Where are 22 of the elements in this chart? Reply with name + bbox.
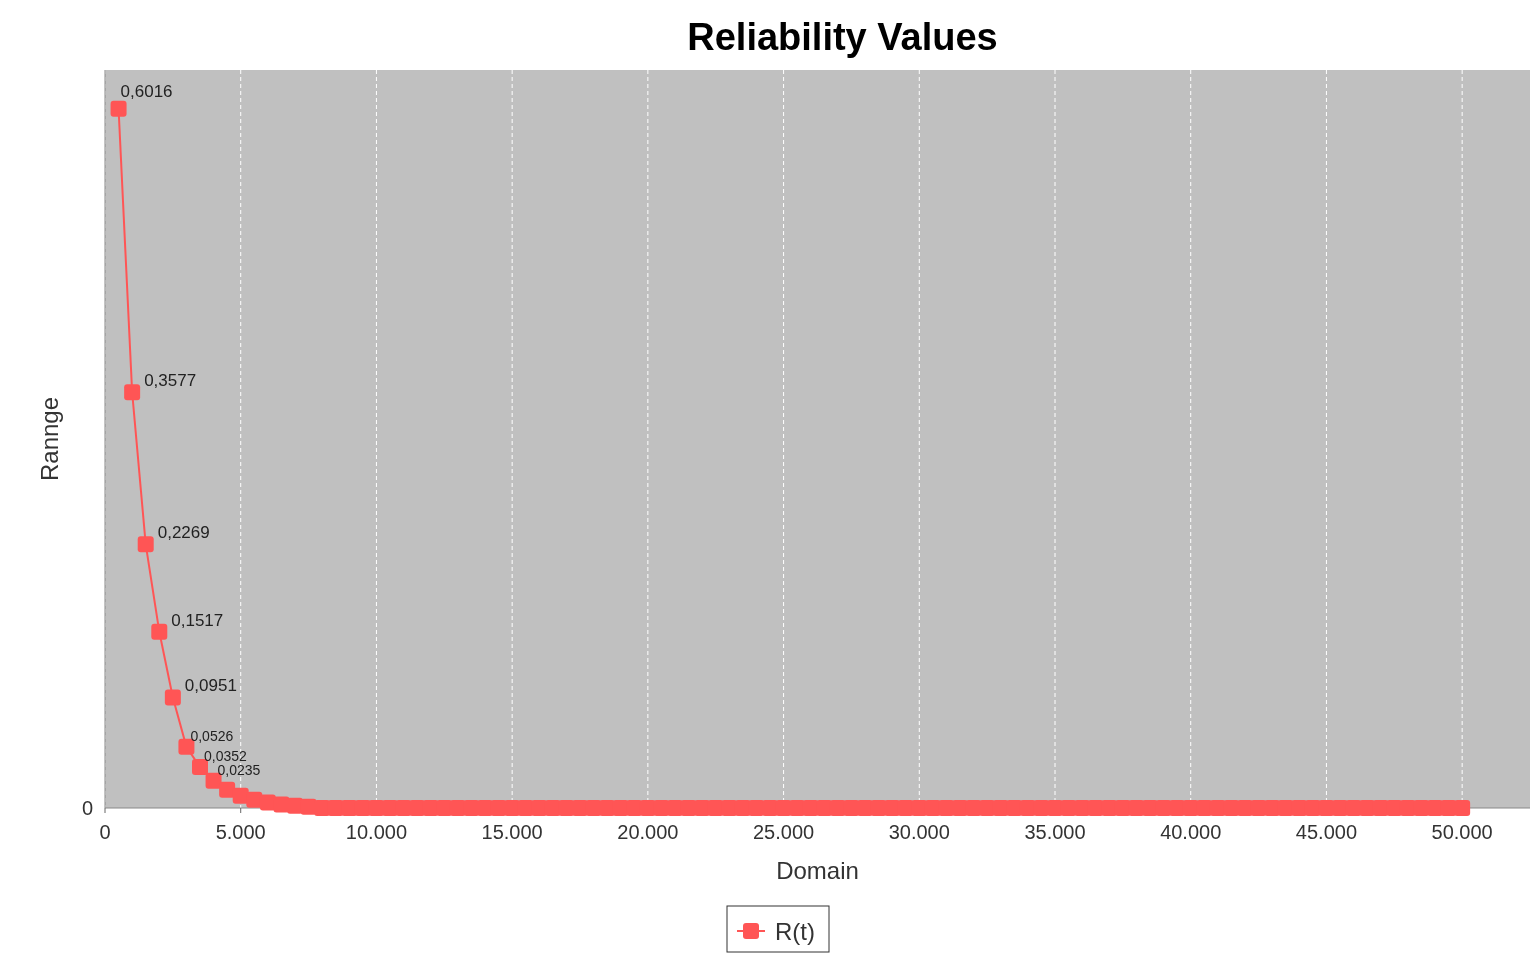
data-label: 0,0526 xyxy=(190,727,234,744)
data-label: 0,6016 xyxy=(120,81,173,101)
data-label: 0,0951 xyxy=(184,676,237,696)
y-axis-title: Rannge xyxy=(36,396,63,482)
x-tick-label: 35.000 xyxy=(1024,821,1086,843)
x-tick-label: 45.000 xyxy=(1295,821,1358,843)
data-label: 0,1517 xyxy=(171,610,224,630)
chart-title: Reliability Values xyxy=(687,16,998,58)
x-tick-label: 40.000 xyxy=(1160,821,1222,843)
data-label: 0,3577 xyxy=(144,371,197,391)
x-tick-label: 50.000 xyxy=(1431,821,1493,843)
x-axis-title: Domain xyxy=(776,857,859,884)
legend-label: R(t) xyxy=(775,918,815,945)
x-tick-label: 0 xyxy=(99,821,111,843)
data-label: 0,2269 xyxy=(157,523,210,543)
x-tick-label: 20.000 xyxy=(617,821,679,843)
x-tick-label: 25.000 xyxy=(752,821,815,843)
text: 0 xyxy=(81,797,93,819)
x-tick-label: 10.000 xyxy=(345,821,408,843)
x-tick-label: 30.000 xyxy=(888,821,950,843)
x-tick-label: 15.000 xyxy=(481,821,543,843)
x-tick-label: 5.000 xyxy=(215,821,266,843)
